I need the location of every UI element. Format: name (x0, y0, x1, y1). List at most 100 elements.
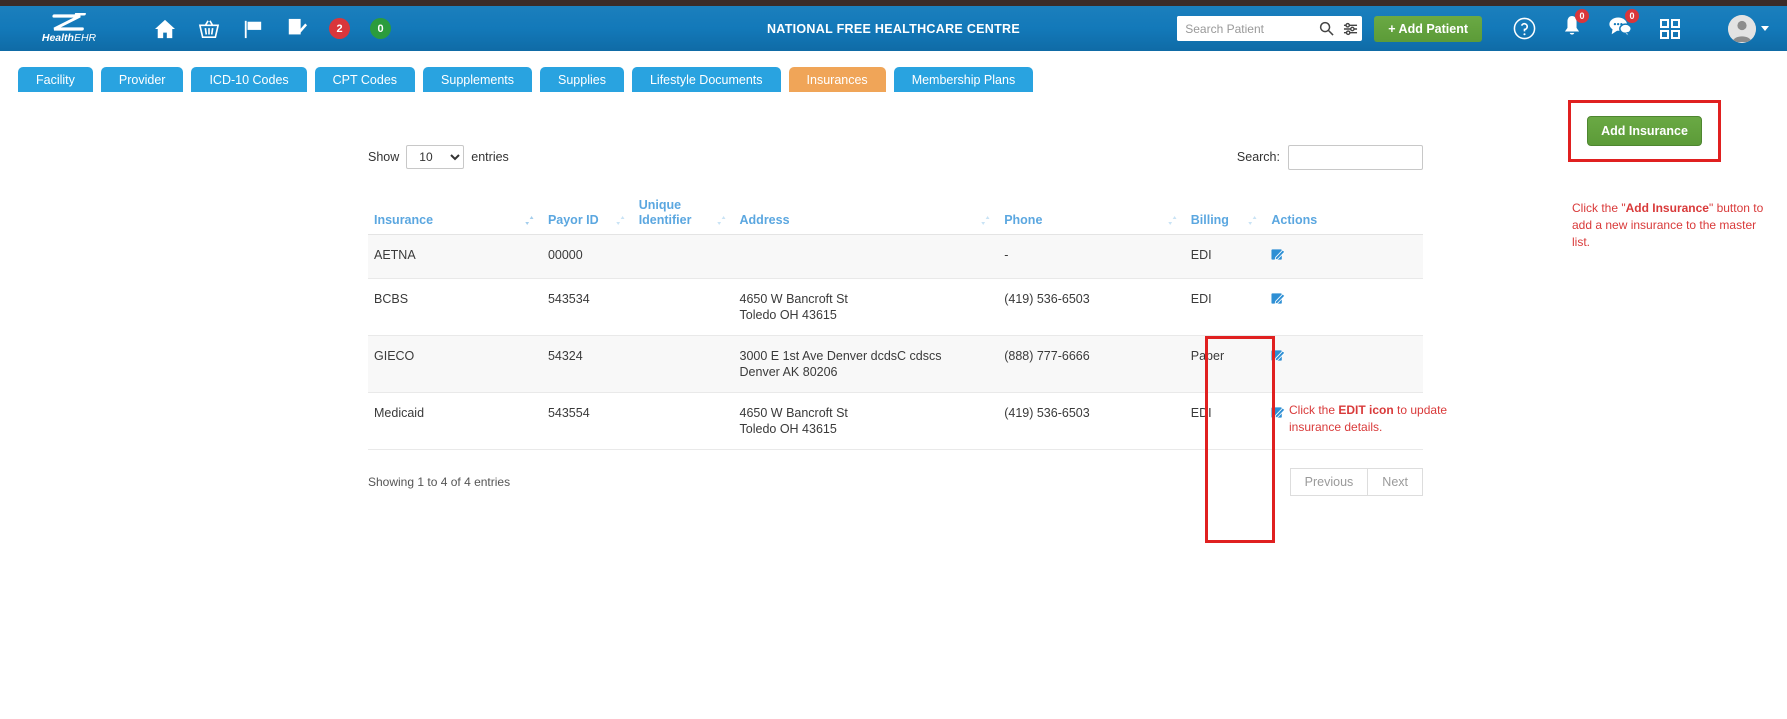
filter-icon[interactable] (1338, 16, 1362, 41)
column-header-address[interactable]: Address (733, 194, 999, 235)
table-head: Insurance Payor ID Unique Identifier Add… (368, 194, 1423, 235)
home-icon[interactable] (153, 17, 177, 41)
sort-icon (1248, 214, 1257, 228)
cell-billing: EDI (1184, 392, 1266, 450)
column-header-insurance[interactable]: Insurance (368, 194, 542, 235)
notes-icon[interactable] (285, 17, 309, 41)
edit-icon[interactable] (1271, 247, 1286, 262)
sort-icon (615, 214, 625, 228)
column-header-phone[interactable]: Phone (998, 194, 1185, 235)
cell-payor-id: 543534 (541, 278, 633, 336)
address-line-2: Denver AK 80206 (739, 365, 838, 379)
insurance-datatable: Show 102550100 entries Search: Insurance (368, 142, 1423, 496)
add-insurance-highlight-box: Add Insurance (1568, 100, 1721, 162)
chat-badge: 0 (1625, 9, 1639, 23)
address-line-1: 3000 E 1st Ave Denver dcdsC cdscs (739, 349, 942, 363)
cell-billing: EDI (1184, 278, 1266, 336)
sort-icon (981, 214, 990, 228)
page-length-control: Show 102550100 entries (368, 145, 509, 169)
cell-address (733, 234, 999, 279)
apps-grid-icon[interactable] (1658, 17, 1682, 41)
user-account-menu[interactable] (1728, 14, 1769, 43)
chat-icon[interactable]: 0 (1608, 9, 1639, 42)
column-header-billing[interactable]: Billing (1184, 194, 1266, 235)
tab-provider[interactable]: Provider (100, 67, 184, 92)
notifications-bell[interactable]: 0 (1562, 9, 1589, 42)
alerts-counter-badge[interactable]: 2 (329, 18, 350, 39)
logo-text-bold: Health (41, 32, 74, 44)
tab-icd-10-codes[interactable]: ICD-10 Codes (191, 67, 307, 92)
annot-add-bold: Add Insurance (1625, 201, 1709, 215)
pagination: Previous Next (1289, 468, 1423, 496)
address-line-1: 4650 W Bancroft St (739, 406, 848, 420)
logo-text-light: EHR (73, 32, 97, 44)
logo-mark-icon (48, 12, 91, 34)
cell-phone: (419) 536-6503 (998, 278, 1185, 336)
cell-unique-identifier (632, 234, 734, 279)
column-header-payor-id[interactable]: Payor ID (541, 194, 633, 235)
cell-phone: (888) 777-6666 (998, 335, 1185, 393)
datatable-footer: Showing 1 to 4 of 4 entries Previous Nex… (368, 468, 1423, 496)
table-row: GIECO 54324 3000 E 1st Ave Denver dcdsC … (368, 335, 1423, 393)
app-logo[interactable]: HealthEHR (0, 6, 118, 51)
show-label: Show (368, 150, 400, 164)
column-label-insurance: Insurance (374, 213, 434, 227)
edit-icon[interactable] (1271, 405, 1286, 420)
tab-facility[interactable]: Facility (18, 67, 93, 92)
table-row: BCBS 543534 4650 W Bancroft St Toledo OH… (368, 278, 1423, 336)
basket-icon[interactable] (197, 17, 221, 41)
edit-icon[interactable] (1271, 291, 1286, 306)
cell-address: 4650 W Bancroft St Toledo OH 43615 (733, 392, 999, 450)
search-input[interactable] (1177, 16, 1315, 41)
add-insurance-button[interactable]: Add Insurance (1587, 116, 1702, 146)
column-label-payor-id: Payor ID (547, 213, 599, 227)
chevron-down-icon (1761, 26, 1769, 31)
table-search-input[interactable] (1288, 144, 1423, 170)
patient-search-group (1177, 16, 1363, 41)
tab-cpt-codes[interactable]: CPT Codes (314, 67, 416, 92)
column-label-phone: Phone (1004, 213, 1043, 227)
cell-actions (1265, 278, 1423, 336)
tab-insurances[interactable]: Insurances (788, 67, 886, 92)
cell-billing: Paper (1184, 335, 1266, 393)
address-line-2: Toledo OH 43615 (739, 308, 837, 322)
page-length-select[interactable]: 102550100 (406, 145, 465, 169)
next-page-button[interactable]: Next (1368, 468, 1423, 496)
cell-phone: (419) 536-6503 (998, 392, 1185, 450)
cell-phone: - (998, 234, 1185, 279)
edit-icon[interactable] (1271, 348, 1286, 363)
sort-icon (525, 214, 534, 228)
tab-supplies[interactable]: Supplies (540, 67, 624, 92)
cell-unique-identifier (632, 335, 734, 393)
messages-counter-badge[interactable]: 0 (370, 18, 391, 39)
address-line-1: 4650 W Bancroft St (739, 292, 848, 306)
column-header-actions: Actions (1265, 194, 1423, 235)
tab-supplements[interactable]: Supplements (423, 67, 533, 92)
main-content: Show 102550100 entries Search: Insurance (0, 92, 1787, 719)
column-header-unique-identifier[interactable]: Unique Identifier (632, 194, 734, 235)
cell-insurance: AETNA (368, 234, 542, 279)
annot-add-suffix: " button to add a new insurance to the m… (1572, 201, 1764, 249)
search-icon[interactable] (1314, 16, 1338, 41)
sort-icon (716, 214, 726, 228)
annot-edit-suffix: to update insurance details. (1289, 403, 1448, 434)
annot-add-prefix: Click the " (1572, 201, 1626, 215)
previous-page-button[interactable]: Previous (1289, 468, 1369, 496)
table-header-row: Insurance Payor ID Unique Identifier Add… (368, 194, 1423, 235)
sort-icon (1168, 214, 1177, 228)
annot-edit-prefix: Click the (1289, 403, 1339, 417)
header-utility-icons: 0 0 (1512, 9, 1769, 43)
tab-membership-plans[interactable]: Membership Plans (893, 67, 1034, 92)
top-accent-strip (0, 0, 1787, 6)
add-patient-button[interactable]: + Add Patient (1374, 15, 1482, 42)
help-icon[interactable] (1512, 17, 1536, 41)
cell-actions (1265, 392, 1423, 450)
flag-icon[interactable] (241, 17, 265, 41)
tab-lifestyle-documents[interactable]: Lifestyle Documents (631, 67, 781, 92)
cell-address: 3000 E 1st Ave Denver dcdsC cdscs Denver… (733, 335, 999, 393)
app-header: HealthEHR 2 (0, 6, 1787, 51)
avatar (1728, 14, 1756, 43)
cell-address: 4650 W Bancroft St Toledo OH 43615 (733, 278, 999, 336)
edit-icon-annotation: Click the EDIT icon to update insurance … (1289, 402, 1489, 436)
table-search-label: Search: (1236, 150, 1280, 164)
